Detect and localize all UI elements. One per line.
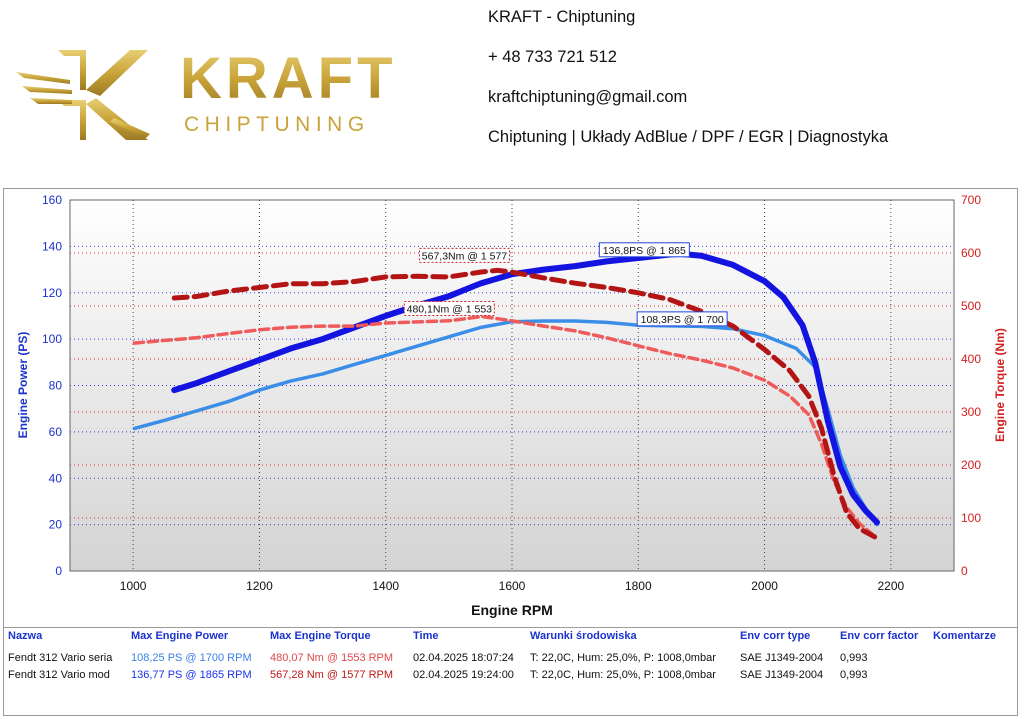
table-header: Nazwa Max Engine Power Max Engine Torque… [4, 630, 1017, 644]
logo-sub: CHIPTUNING [184, 113, 370, 136]
col-max-power: Max Engine Power [131, 630, 229, 642]
results-table: Nazwa Max Engine Power Max Engine Torque… [3, 628, 1018, 716]
k-emblem-icon [16, 50, 150, 140]
y2-tick-label: 0 [961, 564, 968, 578]
annotation-label: 136,8PS @ 1 865 [603, 245, 686, 257]
annotation-box [403, 301, 495, 317]
row-max-torque: 480,07 Nm @ 1553 RPM [270, 652, 394, 664]
x-tick-label: 1000 [120, 579, 147, 593]
y-tick-label: 160 [42, 193, 62, 207]
annotation-label: 108,3PS @ 1 700 [641, 314, 724, 326]
y-tick-label: 0 [55, 564, 62, 578]
annotation-power: 136,8PS @ 1 865 [598, 242, 690, 258]
annotation-label: 480,1Nm @ 1 553 [407, 304, 493, 316]
x-axis-label: Engine RPM [471, 602, 553, 618]
kraft-logo: KRAFT CHIPTUNING [16, 46, 397, 140]
row-max-power: 108,25 PS @ 1700 RPM [131, 652, 252, 664]
services-line: Chiptuning | Układy AdBlue / DPF / EGR |… [488, 128, 889, 146]
col-corr-type: Env corr type [740, 630, 811, 642]
company-name: KRAFT - Chiptuning [488, 8, 636, 26]
chart-frame [3, 188, 1018, 628]
power-mod-line [171, 250, 880, 526]
torque-mod-line [171, 267, 880, 541]
y-tick-label: 120 [42, 286, 62, 300]
annotation-torque: 567,3Nm @ 1 577 [418, 247, 510, 263]
header: KRAFT CHIPTUNING KRAFT - Chiptuning + 48… [0, 0, 1024, 160]
x-tick-label: 2200 [878, 579, 905, 593]
col-max-torque: Max Engine Torque [270, 630, 371, 642]
annotation-label: 567,3Nm @ 1 577 [422, 250, 508, 262]
annotation-box [636, 311, 728, 327]
y2-tick-label: 100 [961, 511, 981, 525]
row-max-power: 136,77 PS @ 1865 RPM [131, 669, 252, 681]
dyno-chart: 567,3Nm @ 1 577 136,8PS @ 1 865 480,1Nm @ … [16, 193, 1007, 618]
row-conditions: T: 22,0C, Hum: 25,0%, P: 1008,0mbar [530, 652, 716, 664]
row-name: Fendt 312 Vario mod [8, 669, 110, 681]
y2-tick-label: 700 [961, 193, 981, 207]
torque-stock-line [132, 314, 874, 536]
email-address[interactable]: kraftchiptuning@gmail.com [488, 88, 688, 106]
row-time: 02.04.2025 18:07:24 [413, 652, 514, 664]
annotation-box [598, 242, 690, 258]
phone-number[interactable]: + 48 733 721 512 [488, 48, 617, 66]
x-tick-label: 1400 [372, 579, 399, 593]
x-tick-label: 1200 [246, 579, 273, 593]
table-row: Fendt 312 Vario mod 136,77 PS @ 1865 RPM… [4, 669, 1017, 683]
contact-block: KRAFT - Chiptuning + 48 733 721 512 kraf… [488, 6, 888, 166]
y-tick-label: 100 [42, 332, 62, 346]
row-corr-factor: 0,993 [840, 652, 868, 664]
row-corr-factor: 0,993 [840, 669, 868, 681]
row-time: 02.04.2025 19:24:00 [413, 669, 514, 681]
y-axis-label: Engine Power (PS) [16, 332, 30, 439]
x-tick-label: 1600 [499, 579, 526, 593]
x-tick-label: 2000 [751, 579, 778, 593]
annotation-box [418, 247, 510, 263]
table-row: Fendt 312 Vario seria 108,25 PS @ 1700 R… [4, 652, 1017, 666]
y-tick-label: 60 [49, 425, 63, 439]
row-max-torque: 567,28 Nm @ 1577 RPM [270, 669, 394, 681]
col-corr-factor: Env corr factor [840, 630, 919, 642]
y2-axis-label: Engine Torque (Nm) [993, 328, 1007, 442]
col-name: Nazwa [8, 630, 43, 642]
row-conditions: T: 22,0C, Hum: 25,0%, P: 1008,0mbar [530, 669, 716, 681]
col-comments: Komentarze [933, 630, 996, 642]
y-tick-label: 140 [42, 239, 62, 253]
y2-tick-label: 600 [961, 246, 981, 260]
col-conditions: Warunki środowiska [530, 630, 637, 642]
row-name: Fendt 312 Vario seria [8, 652, 113, 664]
y-tick-label: 40 [49, 471, 63, 485]
y-tick-label: 20 [49, 518, 63, 532]
y2-tick-label: 400 [961, 352, 981, 366]
y2-tick-label: 200 [961, 458, 981, 472]
x-tick-label: 1800 [625, 579, 652, 593]
row-corr-type: SAE J1349-2004 [740, 669, 824, 681]
y-tick-label: 80 [49, 379, 63, 393]
row-corr-type: SAE J1349-2004 [740, 652, 824, 664]
annotation-torque: 480,1Nm @ 1 553 [403, 301, 495, 317]
logo-word: KRAFT [180, 46, 397, 111]
y2-tick-label: 500 [961, 299, 981, 313]
y2-tick-label: 300 [961, 405, 981, 419]
annotation-power: 108,3PS @ 1 700 [636, 311, 728, 327]
col-time: Time [413, 630, 439, 642]
